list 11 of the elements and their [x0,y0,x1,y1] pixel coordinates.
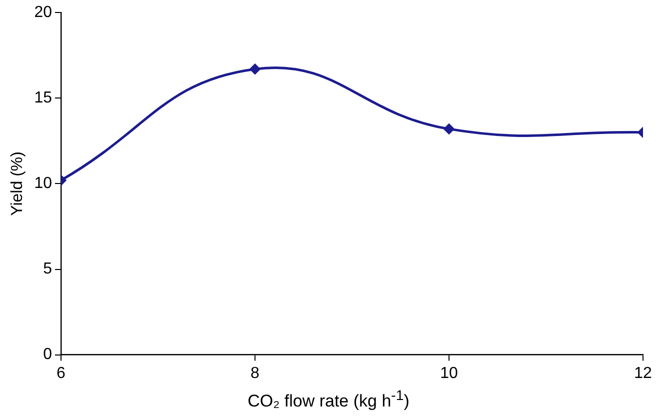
y-tick-label: 10 [34,175,52,192]
x-tick-label: 8 [250,364,260,382]
x-tick-label: 10 [440,364,458,382]
y-axis-title: Yield (%) [9,152,26,216]
x-axis-title: CO₂ flow rate (kg h$^{-1}$) [246,388,410,412]
y-tick-label: 20 [34,4,52,22]
y-tick-label: 0 [43,346,52,364]
x-tick-label: 12 [634,364,652,382]
y-tick-label: 5 [43,260,52,278]
x-tick-label: 6 [56,364,66,382]
y-tick-label: 15 [34,90,52,107]
